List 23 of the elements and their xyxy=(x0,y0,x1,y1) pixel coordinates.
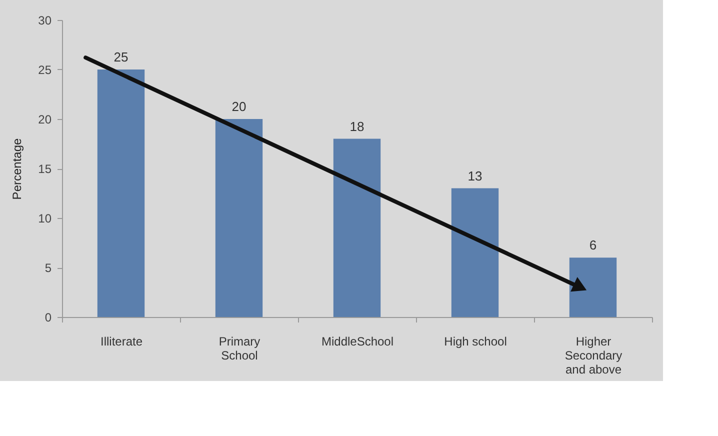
data-label: 6 xyxy=(589,238,597,253)
data-label: 18 xyxy=(350,118,364,134)
bar xyxy=(97,70,145,317)
bar xyxy=(451,188,499,317)
x-tick-label: Illiterate xyxy=(100,334,143,348)
y-tick-label: 15 xyxy=(38,162,52,176)
y-tick-label: 25 xyxy=(38,63,52,77)
y-tick-label: 30 xyxy=(38,14,52,28)
data-label: 25 xyxy=(114,50,128,64)
data-label: 20 xyxy=(232,99,246,114)
x-tick-label: Higher Secondary and above xyxy=(564,334,622,376)
y-tick-label: 20 xyxy=(38,112,52,126)
y-axis-title: Percentage xyxy=(10,138,24,200)
y-tick-label: 10 xyxy=(38,212,52,226)
x-tick-label: Primary School xyxy=(218,334,260,362)
bar xyxy=(333,138,381,317)
x-tick-label: MiddleSchool xyxy=(321,334,394,348)
bar xyxy=(215,119,263,317)
bar xyxy=(569,258,617,317)
data-label: 13 xyxy=(468,168,482,184)
y-tick-label: 0 xyxy=(44,310,52,324)
x-tick-label: High school xyxy=(444,334,507,348)
y-tick-label: 5 xyxy=(44,261,52,275)
